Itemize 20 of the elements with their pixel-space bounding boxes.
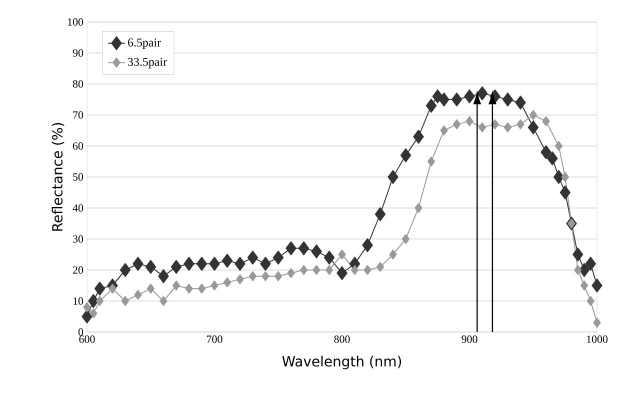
y-tick-label: 80: [72, 80, 84, 88]
y-tick-label: 100: [68, 18, 84, 26]
y-tick-label: 0: [78, 328, 84, 336]
y-tick-label: 20: [73, 266, 84, 274]
x-tick-label: 600: [79, 336, 95, 343]
legend-label: 33.5pair: [128, 58, 167, 68]
legend-label: 6.5pair: [128, 38, 161, 49]
x-tick-label: 800: [334, 336, 350, 343]
x-tick-label: 700: [207, 336, 222, 343]
y-tick-label: 60: [72, 142, 84, 150]
y-tick-label: 40: [72, 204, 84, 212]
y-tick-label: 50: [73, 173, 84, 181]
x-tick-label: 900: [462, 336, 478, 343]
x-tick-label: 1000: [587, 336, 608, 343]
y-tick-label: 10: [73, 297, 84, 305]
y-tick-label: 90: [72, 49, 84, 57]
y-tick-label: 30: [73, 235, 84, 243]
y-axis-title: Reflectance (%): [52, 123, 64, 231]
x-axis-title: Wavelength (nm): [282, 356, 402, 370]
y-tick-label: 70: [73, 111, 84, 119]
